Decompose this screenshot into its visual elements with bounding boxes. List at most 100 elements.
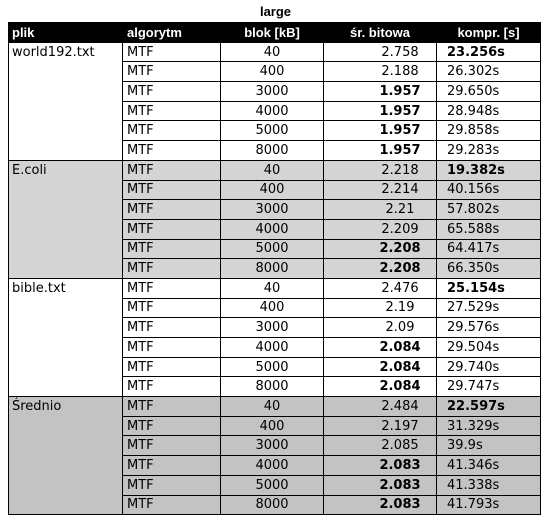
cell-algorytm: MTF [122,416,221,437]
cell-plik [8,475,123,495]
cell-algorytm: MTF [122,160,221,181]
cell-blok: 400 [220,61,324,83]
cell-algorytm: MTF [122,396,221,417]
cell-kompr: 39.9s [436,435,541,457]
cell-sr-bitowa: 2.084 [323,357,437,378]
cell-algorytm: MTF [122,278,221,299]
cell-blok: 4000 [220,219,324,240]
table-row: MTF 4000 1.957 28.948s [8,101,541,122]
cell-blok: 3000 [220,199,324,220]
cell-sr-bitowa: 2.085 [323,435,437,457]
table-row: MTF 5000 2.083 41.338s [8,475,541,496]
cell-plik: E.coli [8,159,123,180]
table-row: MTF 4000 2.084 29.504s [8,337,541,358]
cell-blok: 40 [220,396,324,417]
cell-blok: 400 [220,298,324,319]
table-row: MTF 4000 2.083 41.346s [8,455,541,476]
cell-algorytm: MTF [122,495,221,516]
cell-algorytm: MTF [122,337,221,358]
table-row: MTF 3000 1.957 29.650s [8,81,541,102]
cell-algorytm: MTF [122,140,221,161]
table-row: MTF 5000 2.084 29.740s [8,357,541,378]
cell-sr-bitowa: 2.084 [323,376,437,398]
cell-sr-bitowa: 2.484 [323,396,437,417]
cell-algorytm: MTF [122,455,221,476]
table-row: MTF 5000 1.957 29.858s [8,120,541,142]
cell-blok: 4000 [220,455,324,476]
header-algorytm: algorytm [122,22,221,43]
header-kompr: kompr. [s] [436,22,541,43]
cell-kompr: 41.793s [436,495,541,516]
cell-blok: 8000 [220,495,324,516]
table-row: MTF 3000 2.085 39.9s [8,435,541,457]
cell-plik [8,239,123,259]
cell-kompr: 66.350s [436,258,541,279]
cell-kompr: 29.576s [436,317,541,338]
table-row: Średnio MTF 40 2.484 22.597s [8,396,541,417]
cell-algorytm: MTF [122,219,221,240]
cell-blok: 5000 [220,120,324,142]
table-row: MTF 8000 2.084 29.747s [8,376,541,398]
cell-plik [8,416,123,436]
cell-sr-bitowa: 2.476 [323,278,437,299]
cell-sr-bitowa: 2.208 [323,239,437,260]
cell-blok: 4000 [220,101,324,122]
cell-blok: 8000 [220,376,324,398]
cell-sr-bitowa: 2.09 [323,317,437,338]
cell-kompr: 22.597s [436,396,541,417]
cell-sr-bitowa: 2.083 [323,495,437,516]
cell-sr-bitowa: 2.084 [323,337,437,358]
cell-sr-bitowa: 2.21 [323,199,437,220]
cell-kompr: 27.529s [436,298,541,319]
cell-sr-bitowa: 1.957 [323,81,437,102]
header-blok: blok [kB] [220,22,324,43]
table-row: MTF 400 2.214 40.156s [8,180,541,201]
table-row: world192.txt MTF 40 2.758 23.256s [8,41,541,63]
cell-kompr: 41.338s [436,475,541,496]
cell-algorytm: MTF [122,317,221,338]
cell-sr-bitowa: 1.957 [323,120,437,142]
cell-plik [8,298,123,318]
cell-plik [8,317,123,338]
cell-blok: 400 [220,416,324,437]
cell-blok: 8000 [220,140,324,161]
cell-plik [8,199,123,220]
cell-plik [8,81,123,102]
cell-sr-bitowa: 2.208 [323,258,437,279]
cell-plik [8,61,123,82]
cell-kompr: 19.382s [436,160,541,181]
header-row: plik algorytm blok [kB] śr. bitowa kompr… [8,22,541,43]
cell-blok: 40 [220,278,324,299]
cell-kompr: 64.417s [436,239,541,260]
cell-sr-bitowa: 2.218 [323,160,437,181]
cell-blok: 3000 [220,435,324,457]
cell-sr-bitowa: 2.214 [323,180,437,201]
cell-sr-bitowa: 2.197 [323,416,437,437]
cell-kompr: 41.346s [436,455,541,476]
table-row: MTF 400 2.197 31.329s [8,416,541,437]
table-row: MTF 3000 2.09 29.576s [8,317,541,338]
cell-plik [8,140,123,161]
cell-algorytm: MTF [122,475,221,496]
cell-sr-bitowa: 2.188 [323,61,437,83]
cell-blok: 4000 [220,337,324,358]
cell-kompr: 29.740s [436,357,541,378]
cell-algorytm: MTF [122,258,221,279]
table-row: MTF 8000 2.208 66.350s [8,258,541,279]
cell-plik [8,180,123,200]
cell-plik [8,495,123,516]
cell-plik: world192.txt [8,41,123,62]
cell-sr-bitowa: 2.209 [323,219,437,240]
table-row: bible.txt MTF 40 2.476 25.154s [8,277,541,299]
cell-plik [8,101,123,121]
cell-plik [8,337,123,358]
table-row: MTF 400 2.19 27.529s [8,298,541,319]
cell-plik [8,435,123,456]
cell-blok: 8000 [220,258,324,279]
cell-kompr: 29.650s [436,81,541,102]
cell-algorytm: MTF [122,376,221,398]
cell-plik [8,258,123,279]
cell-kompr: 25.154s [436,278,541,299]
cell-algorytm: MTF [122,435,221,457]
